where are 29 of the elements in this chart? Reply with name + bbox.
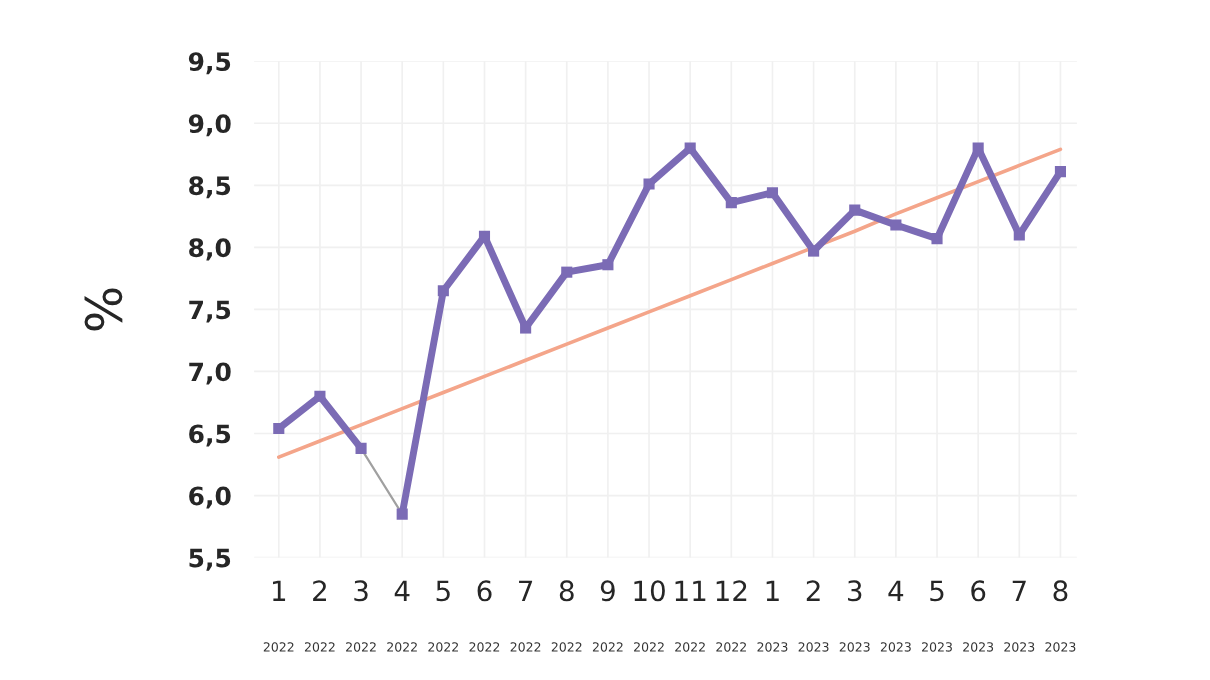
line-series (276, 147, 1063, 459)
point (890, 219, 902, 231)
point (725, 197, 737, 209)
point (808, 245, 820, 257)
point (273, 422, 285, 435)
point (972, 142, 984, 154)
point (849, 204, 861, 216)
point (602, 259, 614, 271)
y-tick-label: 6,0 (189, 486, 231, 509)
y-tick-label: 9,0 (188, 114, 231, 137)
y-tick-label: 8,0 (189, 238, 231, 261)
y-tick-label: 6,5 (189, 424, 231, 447)
y-axis-title: % (84, 288, 123, 331)
point (314, 390, 326, 402)
y-tick-label: 7,0 (189, 362, 231, 385)
y-tick-label: 7,5 (189, 300, 231, 323)
y-tick-label: 5,5 (189, 548, 231, 571)
point (931, 233, 943, 245)
point (684, 142, 696, 154)
y-tick-label: 8,5 (189, 176, 231, 199)
point (1013, 229, 1025, 241)
point (396, 508, 408, 520)
point (643, 178, 655, 190)
point (561, 266, 573, 278)
y-tick-label: 9,5 (188, 52, 231, 75)
point (437, 285, 449, 297)
point (766, 187, 779, 199)
point (355, 442, 367, 454)
point (1054, 166, 1066, 178)
